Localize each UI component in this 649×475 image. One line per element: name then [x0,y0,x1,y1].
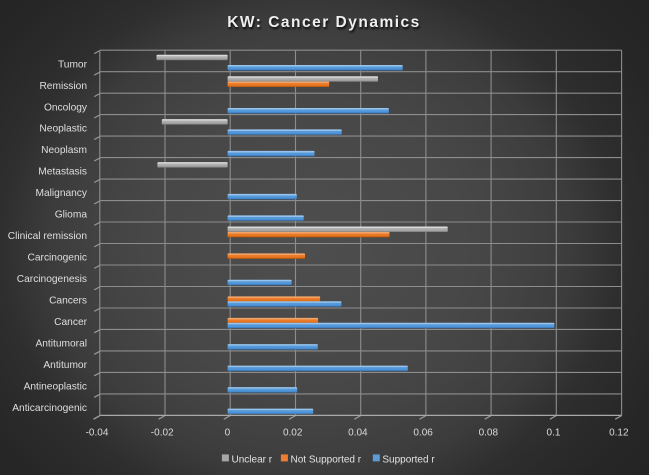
svg-text:Cancers: Cancers [49,296,87,307]
svg-text:0.12: 0.12 [609,427,629,438]
svg-text:0.02: 0.02 [283,427,303,438]
svg-text:KW: Cancer Dynamics: KW: Cancer Dynamics [227,14,421,31]
svg-text:Malignancy: Malignancy [35,188,87,199]
svg-text:0.04: 0.04 [348,427,368,438]
svg-text:Antineoplastic: Antineoplastic [24,382,87,393]
svg-text:Remission: Remission [39,81,87,92]
svg-text:Supported r: Supported r [382,454,435,465]
svg-text:Carcinogenesis: Carcinogenesis [17,274,87,285]
svg-text:0.06: 0.06 [413,427,433,438]
svg-text:Glioma: Glioma [55,210,88,221]
svg-text:Metastasis: Metastasis [38,167,87,178]
svg-text:Anticarcinogenic: Anticarcinogenic [12,403,87,414]
svg-text:Carcinogenic: Carcinogenic [28,253,87,264]
svg-text:Not Supported r: Not Supported r [291,454,362,465]
svg-text:Neoplasm: Neoplasm [41,145,87,156]
svg-text:Antitumor: Antitumor [43,360,87,371]
svg-text:Clinical remission: Clinical remission [8,231,87,242]
svg-text:0.1: 0.1 [547,427,561,438]
svg-text:Oncology: Oncology [44,102,88,113]
svg-text:Unclear r: Unclear r [232,454,273,465]
svg-text:0.08: 0.08 [479,427,499,438]
svg-text:Tumor: Tumor [58,59,88,70]
svg-text:Cancer: Cancer [54,317,87,328]
svg-text:-0.04: -0.04 [86,427,109,438]
svg-text:Neoplastic: Neoplastic [39,124,87,135]
svg-text:0: 0 [225,427,231,438]
svg-text:-0.02: -0.02 [151,427,174,438]
svg-text:Antitumoral: Antitumoral [35,339,87,350]
